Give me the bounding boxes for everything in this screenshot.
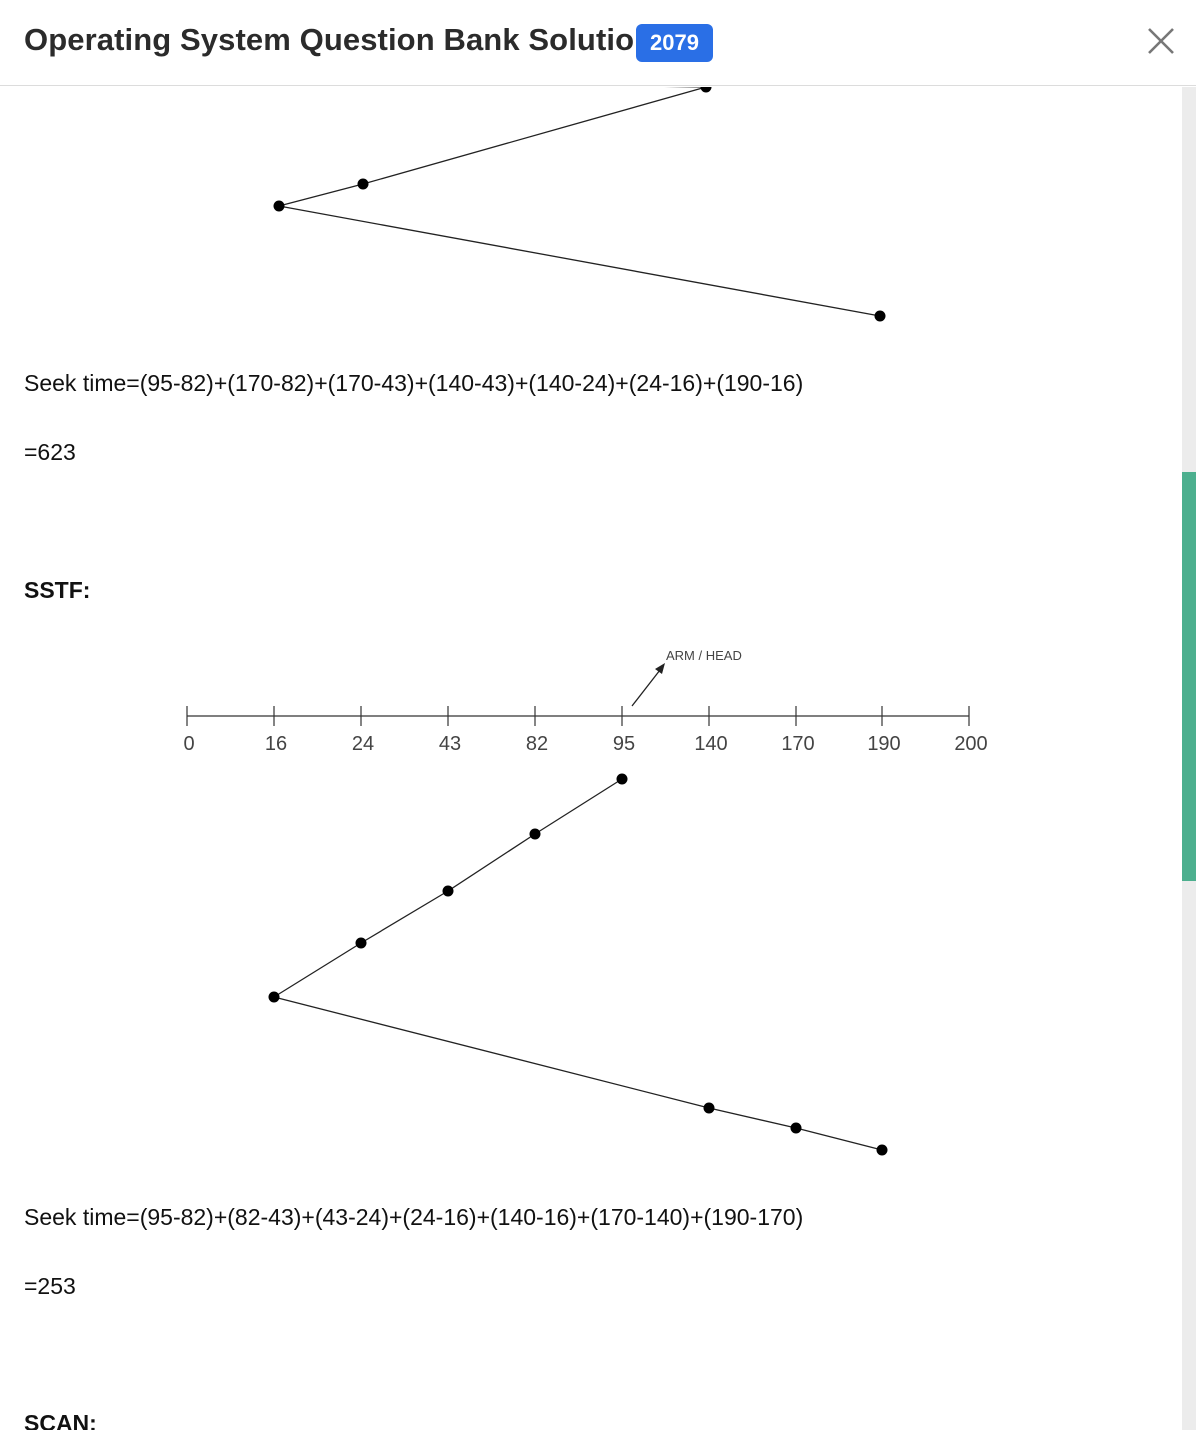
page-title: Operating System Question Bank Solution <box>24 22 654 57</box>
tick-label: 140 <box>694 733 727 755</box>
arrow-line <box>631 669 661 707</box>
data-point <box>874 310 886 322</box>
tick-label: 0 <box>183 733 194 755</box>
data-point <box>703 1102 715 1114</box>
sstf-seek-time: Seek time=(95-82)+(82-43)+(43-24)+(24-16… <box>24 1204 804 1230</box>
path-segment <box>273 996 710 1109</box>
data-point <box>442 885 454 897</box>
path-segment <box>795 1127 883 1151</box>
path-segment <box>278 205 881 317</box>
scan-heading: SCAN: <box>24 1410 97 1430</box>
data-point <box>268 991 280 1003</box>
data-point <box>529 828 541 840</box>
scrollbar-track[interactable] <box>1182 87 1196 1430</box>
path-segment <box>708 1107 797 1129</box>
path-segment <box>534 778 623 835</box>
data-point <box>357 178 369 190</box>
tick-label: 190 <box>867 733 900 755</box>
scrollbar-thumb[interactable] <box>1182 472 1196 881</box>
year-badge: 2079 <box>636 24 713 62</box>
close-icon[interactable] <box>1144 24 1178 58</box>
modal-content[interactable]: Seek time=(95-82)+(170-82)+(170-43)+(140… <box>0 87 1182 1430</box>
axis-annotation: ARM / HEAD <box>666 648 742 663</box>
sstf-chart: 0 16 24 43 82 95 140 170 190 200 ARM / HEAD <box>183 648 988 1156</box>
fcfs-total: =623 <box>24 439 76 465</box>
data-point <box>790 1122 802 1134</box>
data-point <box>616 773 628 785</box>
tick-label: 170 <box>781 733 814 755</box>
path-segment <box>360 890 449 944</box>
arrow-head <box>655 663 665 674</box>
tick-label: 200 <box>954 733 987 755</box>
sstf-heading: SSTF: <box>24 577 91 603</box>
path-segment <box>447 833 536 892</box>
path-segment <box>278 183 364 207</box>
fcfs-seek-time: Seek time=(95-82)+(170-82)+(170-43)+(140… <box>24 370 804 396</box>
data-point <box>700 87 712 93</box>
path-segment <box>362 87 707 185</box>
data-point <box>876 1144 888 1156</box>
path-segment <box>273 942 362 998</box>
data-point <box>355 937 367 949</box>
fcfs-chart <box>273 87 886 322</box>
tick-label: 43 <box>439 733 461 755</box>
tick-label: 95 <box>613 733 635 755</box>
tick-label: 16 <box>265 733 287 755</box>
data-point <box>273 200 285 212</box>
sstf-total: =253 <box>24 1273 76 1299</box>
tick-label: 24 <box>352 733 374 755</box>
modal-header: Operating System Question Bank Solution … <box>0 0 1196 86</box>
tick-label: 82 <box>526 733 548 755</box>
